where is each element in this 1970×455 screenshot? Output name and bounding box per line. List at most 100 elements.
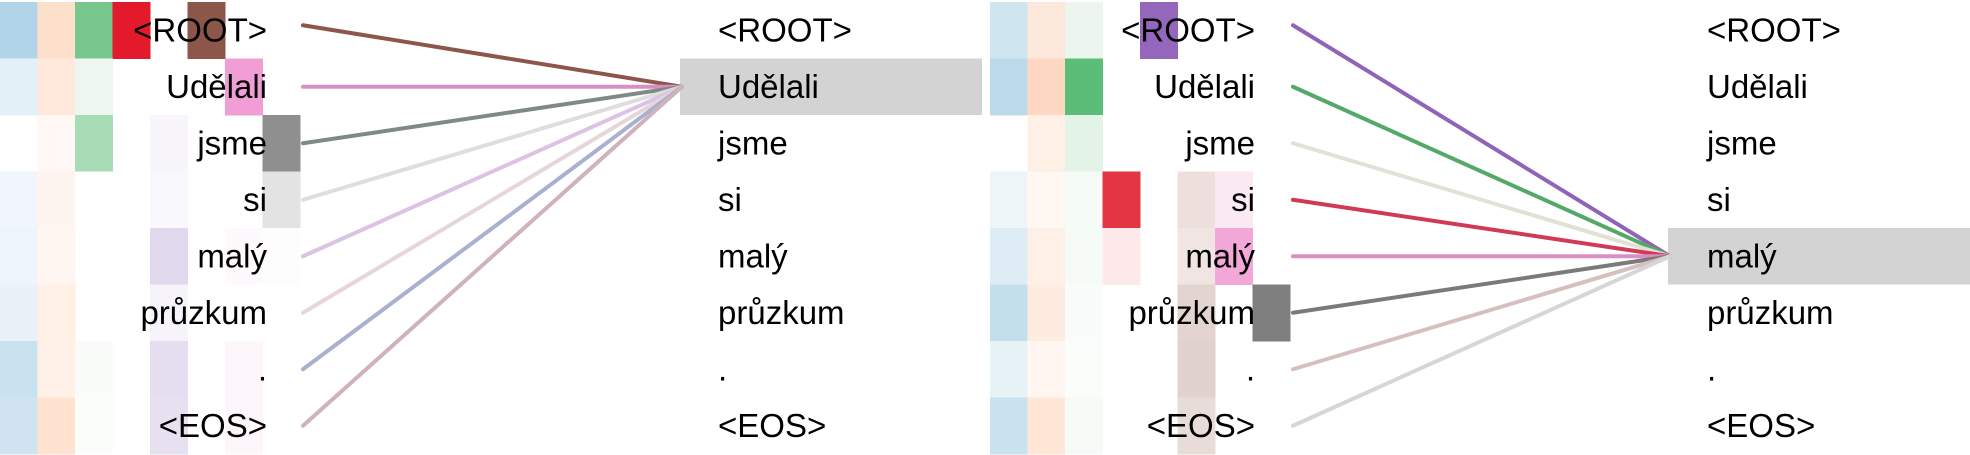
source-token-label: jsme (1184, 124, 1255, 161)
source-token-label: si (1231, 181, 1255, 218)
heatmap-cell (75, 2, 113, 59)
target-token-label: si (718, 181, 742, 218)
source-token-label: si (243, 181, 267, 218)
source-token-label: <ROOT> (1121, 11, 1255, 48)
source-token-label: . (258, 350, 267, 387)
heatmap-cell (1140, 2, 1178, 59)
heatmap-cell (37, 397, 76, 455)
heatmap-cell (1177, 341, 1216, 398)
target-token-label: <EOS> (718, 407, 826, 444)
heatmap (0, 2, 301, 455)
source-token-label: <EOS> (159, 407, 267, 444)
target-token-label: . (718, 350, 727, 387)
heatmap-cell (0, 228, 38, 285)
heatmap-cell (187, 2, 226, 59)
heatmap-cell (75, 341, 113, 398)
source-token-label: průzkum (140, 294, 267, 331)
heatmap-cell (1215, 171, 1253, 229)
attention-link (301, 84, 684, 315)
target-token-label: malý (1707, 237, 1777, 274)
heatmap-cell (1027, 171, 1066, 229)
heatmap-cell (37, 228, 76, 285)
heatmap-cell (990, 171, 1028, 229)
heatmap-cell (112, 2, 151, 59)
heatmap-cell (262, 115, 301, 172)
target-token-label: Udělali (718, 68, 819, 105)
heatmap-cell (0, 2, 38, 59)
heatmap-cell (1065, 397, 1103, 455)
attention-link (1291, 197, 1672, 259)
focus-token-highlight (680, 58, 982, 115)
heatmap-cell (1215, 228, 1253, 285)
attention-link (1291, 141, 1672, 259)
target-token-label: jsme (717, 124, 788, 161)
heatmap-cell (1065, 341, 1103, 398)
heatmap-cell (990, 2, 1028, 59)
heatmap-cell (150, 397, 188, 455)
attention-link (1291, 254, 1672, 372)
panel-right: <ROOT> Udělali jsme si malý průzkum. <EOS> <ROO… (990, 2, 1970, 455)
source-token-label: <ROOT> (133, 11, 267, 48)
attention-link (1291, 84, 1672, 259)
attention-link (1291, 254, 1672, 428)
heatmap-cell (262, 228, 301, 285)
heatmap-cell (1177, 171, 1216, 229)
heatmap-cell (0, 171, 38, 229)
heatmap-cell (1065, 228, 1103, 285)
heatmap-cell (1177, 397, 1216, 455)
target-token-label: <EOS> (1707, 407, 1815, 444)
heatmap-cell (990, 58, 1028, 116)
heatmap-cell (990, 284, 1028, 342)
attention-link (301, 84, 684, 202)
source-token-label: malý (197, 237, 267, 274)
attention-link (1291, 23, 1672, 259)
heatmap-cell (37, 284, 76, 342)
heatmap-cell (1065, 171, 1103, 229)
heatmap-cell (1177, 228, 1216, 285)
source-token-label: . (1246, 350, 1255, 387)
source-token-label: Udělali (1154, 68, 1255, 105)
heatmap-cell (1065, 284, 1103, 342)
heatmap-cell (150, 228, 188, 285)
heatmap-cell (225, 341, 263, 398)
heatmap-cell (1065, 58, 1103, 116)
source-token-label: Udělali (166, 68, 267, 105)
target-token-label: <ROOT> (1707, 11, 1841, 48)
heatmap-cell (225, 228, 263, 285)
attention-link (301, 84, 684, 146)
heatmap-cell (1065, 115, 1103, 172)
heatmap-cell (0, 397, 38, 455)
heatmap-cell (75, 171, 113, 229)
target-token-label: malý (718, 237, 788, 274)
heatmap-cell (37, 341, 76, 398)
heatmap-cell (1027, 284, 1066, 342)
attention-link (1291, 254, 1672, 315)
heatmap-cell (150, 341, 188, 398)
heatmap-cell (1027, 397, 1066, 455)
heatmap-cell (37, 115, 76, 172)
heatmap-cell (225, 397, 263, 455)
heatmap-cell (1027, 115, 1066, 172)
heatmap-cell (990, 228, 1028, 285)
heatmap-cell (150, 115, 188, 172)
target-token-label: si (1707, 181, 1731, 218)
heatmap-cell (0, 284, 38, 342)
heatmap-cell (37, 171, 76, 229)
target-token-label: průzkum (1707, 294, 1834, 331)
heatmap-cell (37, 58, 76, 116)
heatmap-cell (1027, 2, 1066, 59)
attention-link (301, 23, 684, 89)
focus-token-highlight (1668, 228, 1970, 285)
panel-left: <ROOT> Udělali jsme si malý průzkum. <EOS> <ROO… (0, 2, 982, 455)
source-token-label: <EOS> (1147, 407, 1255, 444)
target-token-label: jsme (1706, 124, 1777, 161)
source-token-label: malý (1185, 237, 1255, 274)
heatmap-cell (0, 341, 38, 398)
heatmap-cell (75, 115, 113, 172)
heatmap-cell (1102, 228, 1141, 285)
heatmap-cell (75, 397, 113, 455)
heatmap-cell (1102, 171, 1141, 229)
source-token-label: průzkum (1128, 294, 1255, 331)
source-token-label: jsme (196, 124, 267, 161)
